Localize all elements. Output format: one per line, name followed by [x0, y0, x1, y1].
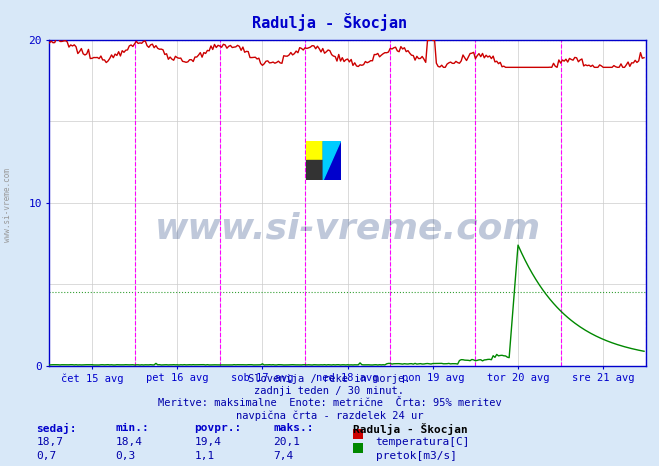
Polygon shape	[324, 141, 341, 180]
Text: Radulja - Škocjan: Radulja - Škocjan	[353, 423, 467, 435]
Bar	[324, 141, 341, 180]
Text: pretok[m3/s]: pretok[m3/s]	[376, 451, 457, 460]
Polygon shape	[324, 141, 341, 180]
Text: www.si-vreme.com: www.si-vreme.com	[155, 212, 540, 246]
Text: Slovenija / reke in morje.: Slovenija / reke in morje.	[248, 374, 411, 384]
Text: 18,7: 18,7	[36, 437, 63, 446]
Text: maks.:: maks.:	[273, 423, 314, 432]
Bar	[306, 141, 324, 160]
Text: 19,4: 19,4	[194, 437, 221, 446]
Text: temperatura[C]: temperatura[C]	[376, 437, 470, 446]
Bar	[306, 160, 324, 180]
Text: povpr.:: povpr.:	[194, 423, 242, 432]
Text: 0,7: 0,7	[36, 451, 57, 460]
Text: 18,4: 18,4	[115, 437, 142, 446]
Text: sedaj:: sedaj:	[36, 423, 76, 434]
Text: Meritve: maksimalne  Enote: metrične  Črta: 95% meritev: Meritve: maksimalne Enote: metrične Črta…	[158, 398, 501, 408]
Text: Radulja - Škocjan: Radulja - Škocjan	[252, 13, 407, 31]
Text: 0,3: 0,3	[115, 451, 136, 460]
Text: navpična črta - razdelek 24 ur: navpična črta - razdelek 24 ur	[236, 410, 423, 421]
Text: www.si-vreme.com: www.si-vreme.com	[3, 168, 13, 242]
Text: 7,4: 7,4	[273, 451, 294, 460]
Text: min.:: min.:	[115, 423, 149, 432]
Text: zadnji teden / 30 minut.: zadnji teden / 30 minut.	[254, 386, 405, 396]
Text: 1,1: 1,1	[194, 451, 215, 460]
Text: 20,1: 20,1	[273, 437, 301, 446]
